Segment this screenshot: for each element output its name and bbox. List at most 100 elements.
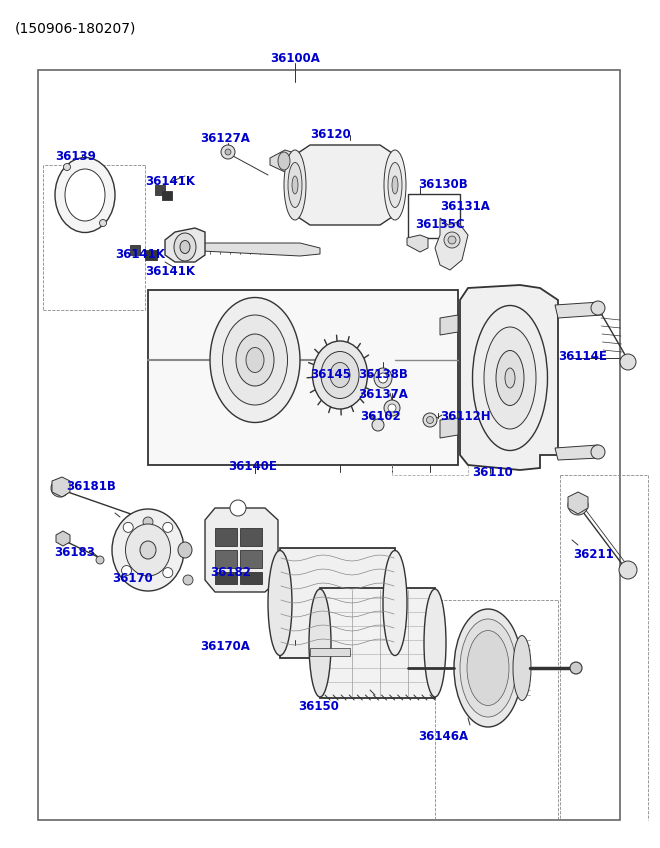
Ellipse shape <box>473 305 548 450</box>
Circle shape <box>100 220 106 226</box>
Circle shape <box>444 232 460 248</box>
Text: 36138B: 36138B <box>358 368 408 381</box>
Ellipse shape <box>374 368 392 388</box>
Circle shape <box>423 413 437 427</box>
Circle shape <box>372 419 384 431</box>
Polygon shape <box>440 418 458 438</box>
Circle shape <box>570 662 582 674</box>
Circle shape <box>163 567 173 577</box>
Ellipse shape <box>384 150 406 220</box>
Text: 36135C: 36135C <box>415 218 465 231</box>
Bar <box>215 528 237 546</box>
Text: 36110: 36110 <box>472 466 513 479</box>
Ellipse shape <box>180 241 190 254</box>
Circle shape <box>121 566 131 576</box>
Ellipse shape <box>125 524 170 576</box>
Circle shape <box>163 522 173 533</box>
Bar <box>320 588 435 698</box>
Text: 36211: 36211 <box>573 548 614 561</box>
Circle shape <box>448 236 456 244</box>
Bar <box>148 290 458 465</box>
Text: 36102: 36102 <box>360 410 401 423</box>
Text: (150906-180207): (150906-180207) <box>15 22 137 36</box>
Ellipse shape <box>424 589 446 697</box>
Polygon shape <box>155 185 165 195</box>
Text: 36183: 36183 <box>54 546 95 559</box>
Ellipse shape <box>236 334 274 386</box>
Circle shape <box>388 404 396 412</box>
Ellipse shape <box>210 298 300 422</box>
Ellipse shape <box>288 163 302 208</box>
Ellipse shape <box>174 233 196 261</box>
Polygon shape <box>205 508 278 592</box>
Ellipse shape <box>309 589 331 697</box>
Ellipse shape <box>178 542 192 558</box>
Ellipse shape <box>278 152 290 170</box>
Polygon shape <box>435 218 468 270</box>
Ellipse shape <box>496 350 524 405</box>
Polygon shape <box>568 492 588 514</box>
Circle shape <box>230 500 246 516</box>
Polygon shape <box>130 245 140 255</box>
Polygon shape <box>56 531 70 546</box>
Text: 36182: 36182 <box>210 566 251 579</box>
Circle shape <box>183 575 193 585</box>
Text: 36139: 36139 <box>55 150 96 163</box>
Text: 36150: 36150 <box>298 700 339 713</box>
Ellipse shape <box>321 352 359 399</box>
Polygon shape <box>555 302 602 318</box>
Polygon shape <box>270 150 298 172</box>
Polygon shape <box>555 445 600 460</box>
Polygon shape <box>202 243 320 256</box>
Polygon shape <box>407 235 428 252</box>
Ellipse shape <box>513 635 531 700</box>
Text: 36141K: 36141K <box>145 175 195 188</box>
Polygon shape <box>440 315 458 335</box>
Circle shape <box>384 400 400 416</box>
Circle shape <box>225 149 231 155</box>
Bar <box>280 548 395 658</box>
Polygon shape <box>162 191 172 200</box>
Circle shape <box>568 495 588 515</box>
Text: 36120: 36120 <box>310 128 350 141</box>
Ellipse shape <box>112 509 184 591</box>
Text: 36127A: 36127A <box>200 132 250 145</box>
Text: 36100A: 36100A <box>270 52 320 65</box>
Text: 36141K: 36141K <box>115 248 165 261</box>
Ellipse shape <box>284 150 306 220</box>
Bar <box>240 528 262 546</box>
Ellipse shape <box>292 176 298 194</box>
Circle shape <box>426 416 434 423</box>
Ellipse shape <box>378 373 387 383</box>
Ellipse shape <box>140 541 156 559</box>
Circle shape <box>63 164 71 170</box>
Ellipse shape <box>246 348 264 372</box>
Circle shape <box>619 561 637 579</box>
Text: 36145: 36145 <box>310 368 351 381</box>
Text: 36181B: 36181B <box>66 480 116 493</box>
Bar <box>240 550 262 568</box>
Circle shape <box>143 517 153 527</box>
Ellipse shape <box>222 315 288 405</box>
Ellipse shape <box>454 609 522 727</box>
Polygon shape <box>52 477 70 497</box>
Text: 36112H: 36112H <box>440 410 490 423</box>
Text: 36170A: 36170A <box>200 640 250 653</box>
Bar <box>215 572 237 584</box>
Circle shape <box>51 479 69 497</box>
Text: 36130B: 36130B <box>418 178 468 191</box>
Circle shape <box>221 145 235 159</box>
Ellipse shape <box>312 341 368 409</box>
Text: 36114E: 36114E <box>558 350 607 363</box>
Polygon shape <box>460 285 558 470</box>
Bar <box>38 70 620 820</box>
Circle shape <box>620 354 636 370</box>
Circle shape <box>123 522 133 533</box>
Bar <box>408 194 460 238</box>
Circle shape <box>96 556 104 564</box>
Text: 36137A: 36137A <box>358 388 408 401</box>
Ellipse shape <box>330 362 350 388</box>
Ellipse shape <box>505 368 515 388</box>
Polygon shape <box>295 145 395 225</box>
Bar <box>240 572 262 584</box>
